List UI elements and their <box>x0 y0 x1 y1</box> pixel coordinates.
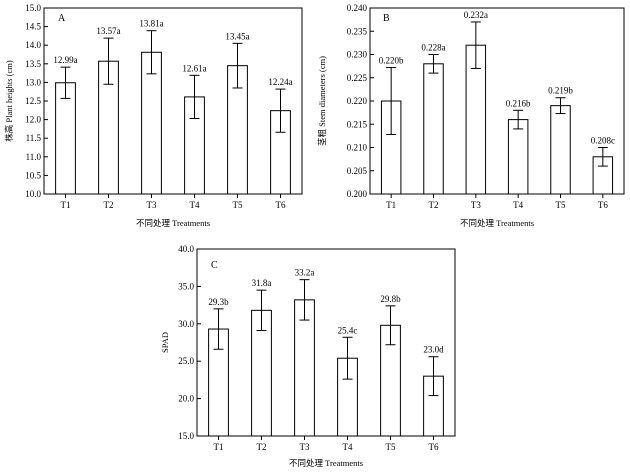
panel-a-y-tick-label: 10.0 <box>25 189 41 199</box>
panel-a-y-tick-label: 13.5 <box>25 59 41 69</box>
panel-a-y-tick-label: 14.5 <box>25 22 41 32</box>
panel-c-x-tick-label: T4 <box>343 442 353 452</box>
panel-c-y-tick-label: 30.0 <box>178 319 194 329</box>
panel-a-plot-frame <box>43 7 303 195</box>
panel-a-data-label: 13.45a <box>225 31 249 41</box>
panel-b-data-label: 0.220b <box>379 56 404 66</box>
panel-b-x-tick-label: T6 <box>598 200 608 210</box>
panel-c-x-tick-label: T2 <box>257 442 267 452</box>
panel-c-y-tick-label: 15.0 <box>178 431 194 441</box>
panel-c-y-tick-label: 25.0 <box>178 356 194 366</box>
panel-b-x-tick-label: T1 <box>386 200 396 210</box>
panel-a-bar-t1 <box>55 82 76 195</box>
panel-c-x-tick-label: T1 <box>214 442 224 452</box>
panel-b-x-tick-label: T4 <box>513 200 523 210</box>
panel-c-y-tick-label: 20.0 <box>178 394 194 404</box>
panel-a-data-label: 13.57a <box>96 26 120 36</box>
panel-a-data-label: 12.24a <box>268 77 292 87</box>
panel-c-plot-frame <box>196 248 456 437</box>
panel-c-x-tick-label: T6 <box>429 442 439 452</box>
panel-a-y-tick-label: 12.5 <box>25 96 41 106</box>
panel-b-y-tick-label: 0.200 <box>347 189 368 199</box>
panel-c-data-label: 25.4c <box>338 325 358 335</box>
panel-b-x-axis-title: 不同处理 Treatments <box>460 218 534 228</box>
panel-b-y-axis-title: 茎粗 Stem diameters (cm) <box>317 56 327 146</box>
panel-b-y-tick-label: 0.235 <box>347 26 368 36</box>
panel-a-data-label: 12.99a <box>53 55 77 65</box>
panel-c-letter: C <box>211 260 218 271</box>
panel-c-data-label: 23.0d <box>423 345 444 355</box>
panel-b-y-tick-label: 0.225 <box>347 73 368 83</box>
panel-a-x-tick-label: T4 <box>190 200 200 210</box>
panel-c-x-axis-title: 不同处理 Treatments <box>289 458 363 468</box>
panel-b-bar-t4 <box>507 119 529 195</box>
panel-a-y-tick-label: 12.0 <box>25 115 41 125</box>
panel-a-x-axis-title: 不同处理 Treatments <box>136 218 210 228</box>
panel-c-data-label: 29.8b <box>380 294 401 304</box>
panel-b-x-tick-label: T2 <box>429 200 439 210</box>
panel-a-letter: A <box>58 13 66 24</box>
panel-a-data-label: 12.61a <box>182 63 206 73</box>
panel-b-data-label: 0.219b <box>548 86 573 96</box>
panel-b-plot-frame <box>369 7 625 195</box>
panel-a-x-tick-label: T3 <box>147 200 157 210</box>
panel-b-letter: B <box>383 13 390 24</box>
panel-c-x-tick-label: T3 <box>300 442 310 452</box>
panel-b-data-label: 0.228a <box>421 43 445 53</box>
panel-c-data-label: 31.8a <box>252 278 272 288</box>
panel-c-y-tick-label: 35.0 <box>178 281 194 291</box>
panel-a-x-tick-label: T1 <box>61 200 71 210</box>
panel-b-data-label: 0.216b <box>506 98 531 108</box>
panel-a-y-tick-label: 15.0 <box>25 3 41 13</box>
panel-b-bar-t5 <box>550 105 571 195</box>
panel-b-y-tick-label: 0.205 <box>347 166 368 176</box>
panel-b-y-tick-label: 0.220 <box>347 96 368 106</box>
panel-c-y-axis-title: SPAD <box>160 332 170 353</box>
panel-a-y-axis-title: 株高 Plant heights (cm) <box>4 60 14 142</box>
panel-a-data-label: 13.81a <box>139 19 163 29</box>
panel-b-y-tick-label: 0.210 <box>347 143 368 153</box>
panel-b-y-tick-label: 0.240 <box>347 3 368 13</box>
panel-a-x-tick-label: T5 <box>233 200 243 210</box>
panel-a-x-tick-label: T6 <box>276 200 286 210</box>
panel-b-data-label: 0.208c <box>591 136 615 146</box>
panel-a-y-tick-label: 11.0 <box>26 152 42 162</box>
panel-b-bar-t2 <box>423 63 444 195</box>
panel-a-y-tick-label: 13.0 <box>25 77 41 87</box>
panel-c-data-label: 29.3b <box>208 297 229 307</box>
panel-a-x-tick-label: T2 <box>104 200 114 210</box>
panel-b-x-tick-label: T3 <box>471 200 481 210</box>
panel-b-y-tick-label: 0.215 <box>347 119 368 129</box>
panel-b-y-tick-label: 0.230 <box>347 50 368 60</box>
panel-a-y-tick-label: 11.5 <box>26 133 42 143</box>
panel-b-data-label: 0.232a <box>464 10 488 20</box>
panel-b-x-tick-label: T5 <box>556 200 566 210</box>
panel-a-y-tick-label: 10.5 <box>25 170 41 180</box>
panel-a-y-tick-label: 14.0 <box>25 40 41 50</box>
panel-c-data-label: 33.2a <box>295 268 315 278</box>
panel-c-y-tick-label: 40.0 <box>178 244 194 254</box>
panel-c-x-tick-label: T5 <box>386 442 396 452</box>
